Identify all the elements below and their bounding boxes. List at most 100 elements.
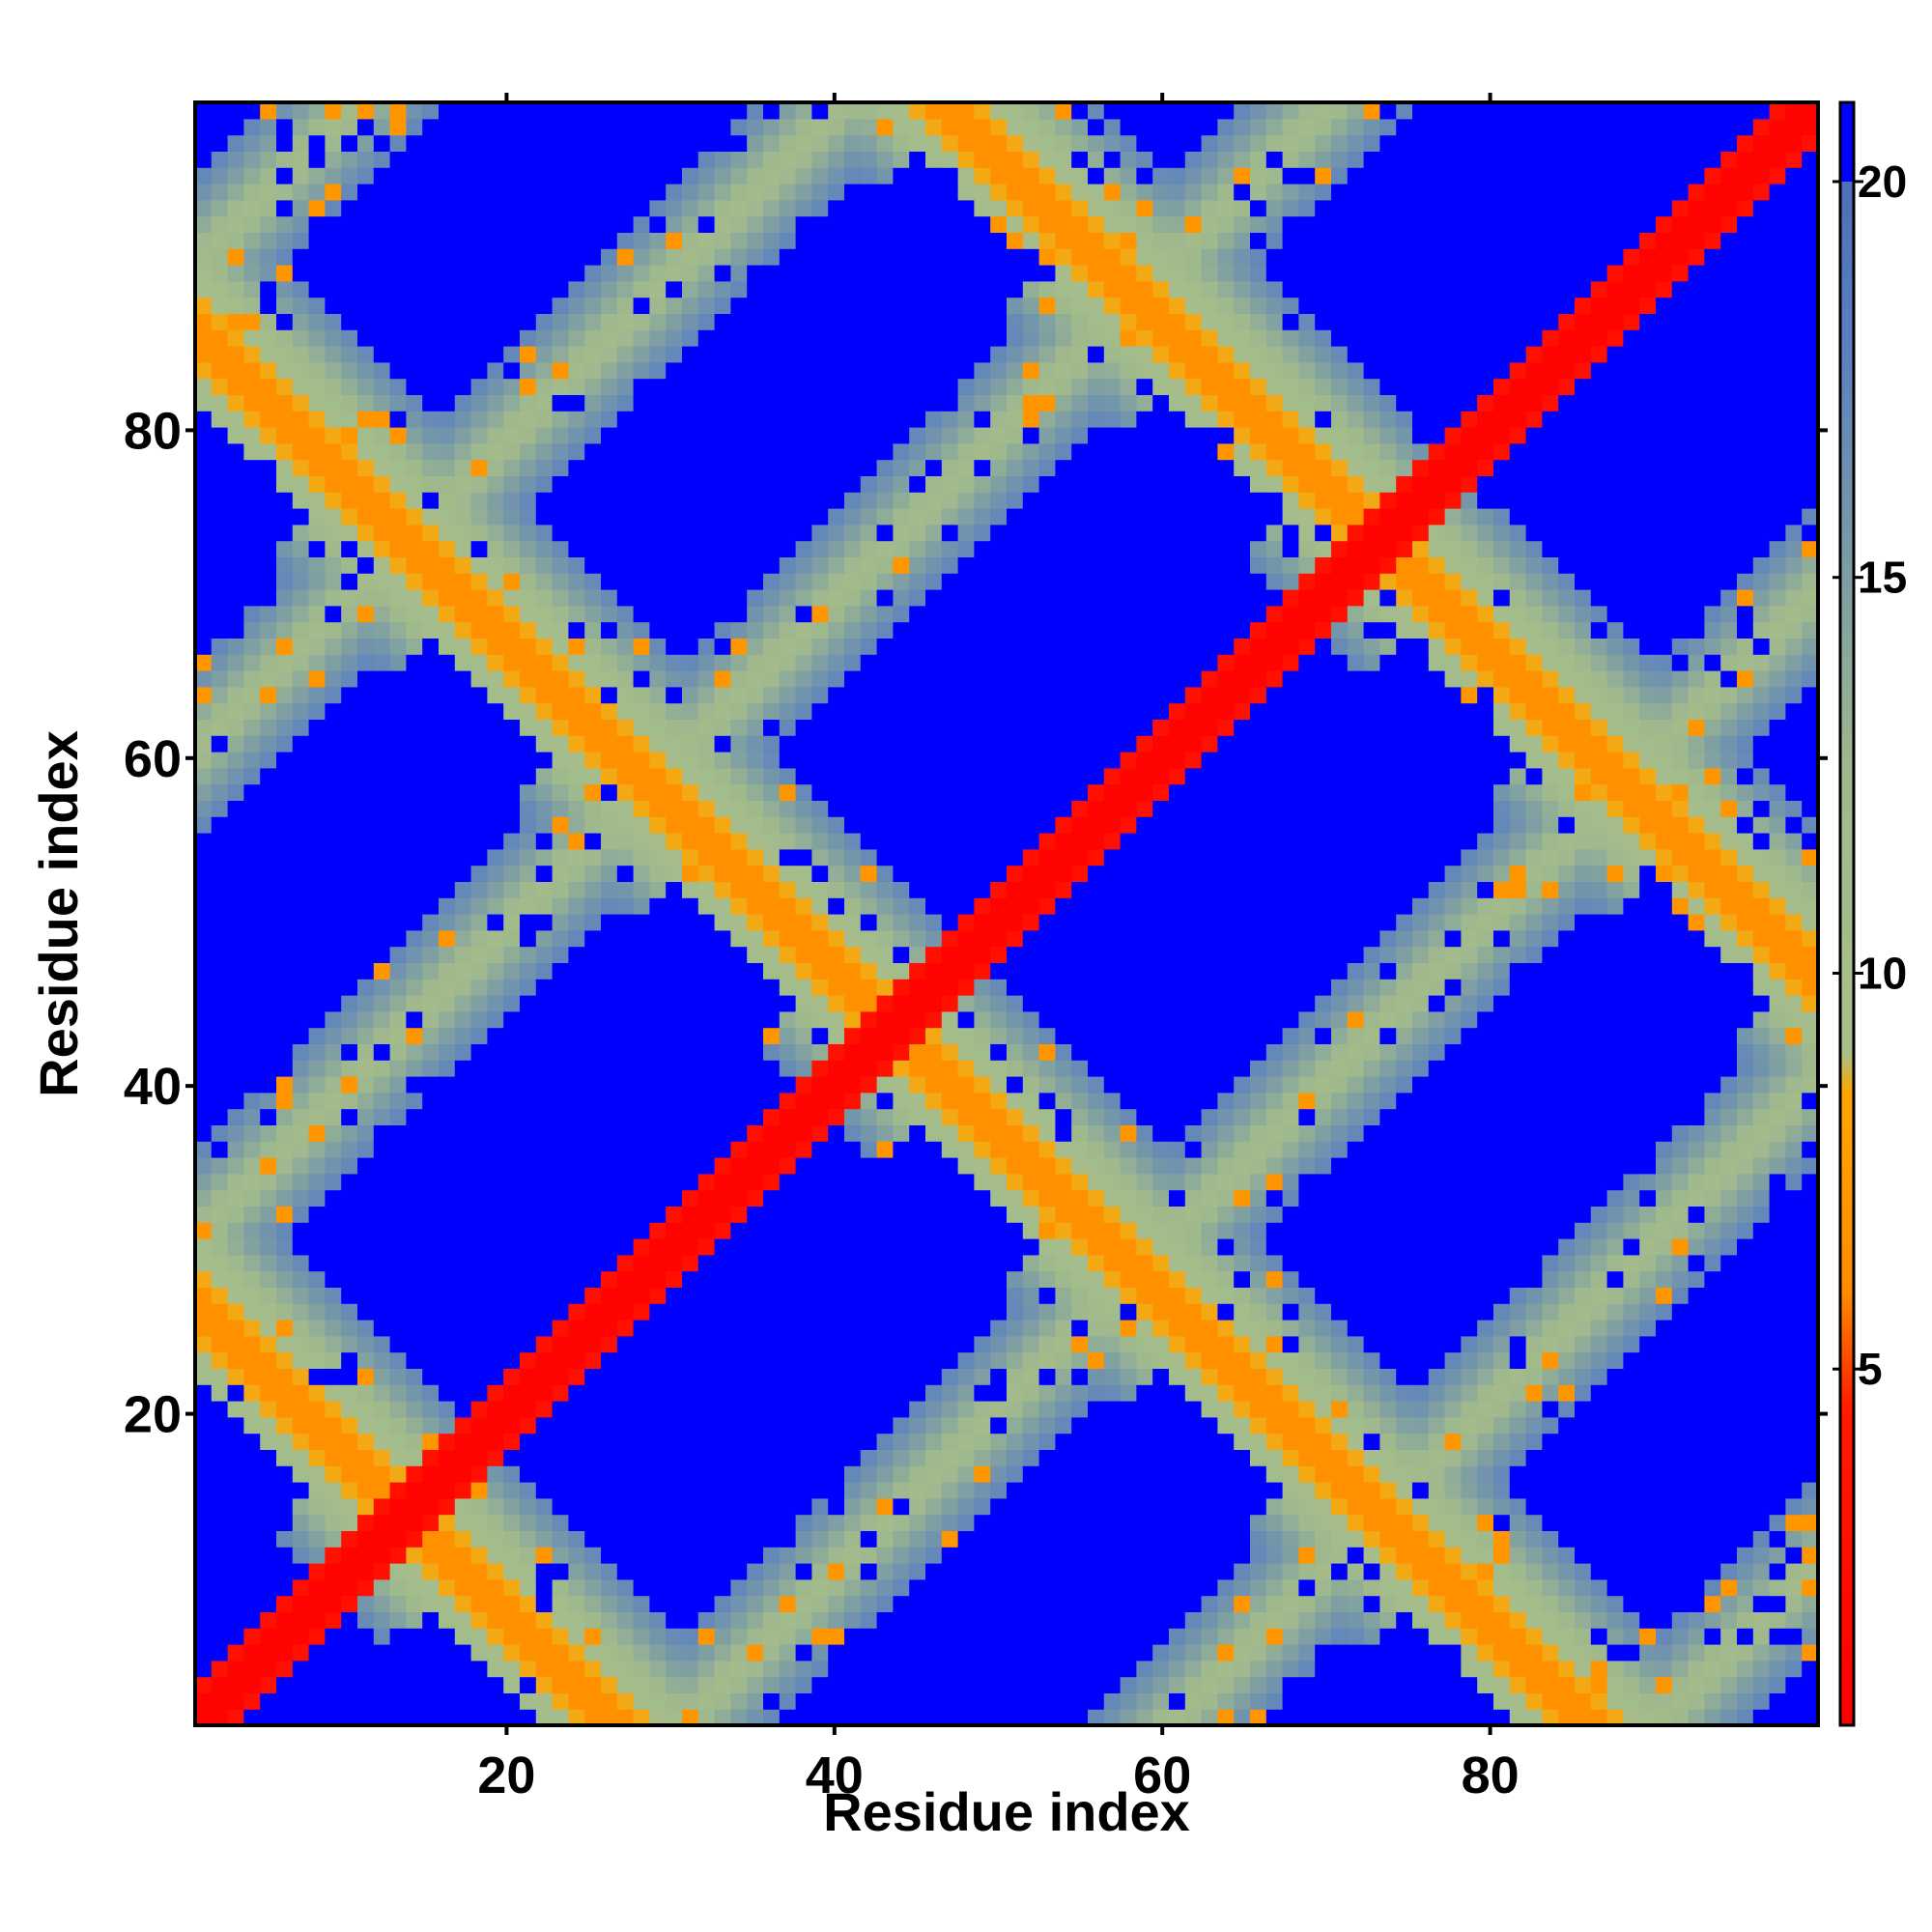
heatmap-cell xyxy=(357,833,375,850)
heatmap-cell xyxy=(373,670,391,688)
heatmap-cell xyxy=(308,492,326,509)
heatmap-cell xyxy=(292,1368,310,1385)
heatmap-cell xyxy=(957,1628,975,1645)
heatmap-cell xyxy=(747,800,764,817)
heatmap-cell xyxy=(373,313,391,330)
heatmap-cell xyxy=(601,1043,618,1061)
heatmap-cell xyxy=(747,1287,764,1304)
heatmap-cell xyxy=(957,1401,975,1418)
heatmap-cell xyxy=(860,1335,878,1353)
heatmap-cell xyxy=(470,1482,488,1499)
heatmap-cell xyxy=(909,1563,926,1580)
heatmap-cell xyxy=(666,1482,683,1499)
heatmap-cell xyxy=(389,752,407,769)
heatmap-cell xyxy=(470,1173,488,1191)
heatmap-cell xyxy=(957,1351,975,1369)
heatmap-cell xyxy=(325,719,342,736)
heatmap-cell xyxy=(795,248,812,266)
heatmap-cell xyxy=(568,1157,585,1175)
heatmap-cell xyxy=(633,1497,650,1516)
heatmap-cell xyxy=(373,1660,391,1678)
heatmap-cell xyxy=(276,1692,294,1710)
heatmap-cell xyxy=(211,914,229,931)
heatmap-cell xyxy=(406,573,423,590)
heatmap-cell xyxy=(925,329,943,347)
heatmap-cell xyxy=(909,297,926,314)
heatmap-cell xyxy=(503,492,521,509)
heatmap-cell xyxy=(649,1401,667,1418)
heatmap-cell xyxy=(649,475,667,493)
heatmap-cell xyxy=(243,702,261,720)
heatmap-cell xyxy=(633,1465,650,1483)
heatmap-cell xyxy=(876,1335,894,1353)
heatmap-cell xyxy=(763,1384,781,1402)
heatmap-cell xyxy=(308,995,326,1012)
heatmap-cell xyxy=(568,508,585,526)
heatmap-cell xyxy=(357,1433,375,1450)
heatmap-cell xyxy=(909,735,926,753)
heatmap-cell xyxy=(520,1238,537,1256)
heatmap-cell xyxy=(520,524,537,542)
heatmap-cell xyxy=(763,1628,781,1645)
heatmap-cell xyxy=(990,638,1008,655)
heatmap-cell xyxy=(844,1709,862,1726)
heatmap-cell xyxy=(470,1060,488,1077)
heatmap-cell xyxy=(520,1206,537,1223)
heatmap-cell xyxy=(925,1401,943,1418)
heatmap-cell xyxy=(860,1092,878,1110)
heatmap-cell xyxy=(649,848,667,867)
heatmap-cell xyxy=(211,524,229,542)
heatmap-cell xyxy=(308,540,326,557)
heatmap-cell xyxy=(828,475,845,493)
heatmap-cell xyxy=(341,1433,358,1450)
heatmap-cell xyxy=(503,378,521,395)
heatmap-cell xyxy=(211,346,229,363)
heatmap-cell xyxy=(552,1547,569,1564)
heatmap-cell xyxy=(763,280,781,298)
heatmap-cell xyxy=(941,1660,959,1678)
heatmap-cell xyxy=(211,719,229,736)
heatmap-cell xyxy=(406,1351,423,1369)
heatmap-cell xyxy=(649,1709,667,1726)
heatmap-cell xyxy=(389,1401,407,1418)
heatmap-cell xyxy=(747,1173,764,1191)
heatmap-cell xyxy=(795,995,812,1012)
heatmap-cell xyxy=(601,735,618,753)
heatmap-cell xyxy=(260,280,277,298)
heatmap-cell xyxy=(406,833,423,850)
heatmap-cell xyxy=(941,1692,959,1710)
heatmap-cell xyxy=(616,1563,635,1580)
heatmap-cell xyxy=(909,151,926,168)
heatmap-cell xyxy=(730,1287,748,1304)
heatmap-cell xyxy=(439,848,456,867)
heatmap-cell xyxy=(470,654,488,671)
heatmap-cell xyxy=(389,686,407,704)
heatmap-cell xyxy=(909,248,926,266)
heatmap-cell xyxy=(649,605,667,623)
heatmap-cell xyxy=(876,1043,894,1061)
heatmap-cell xyxy=(893,621,910,639)
heatmap-cell xyxy=(227,1108,244,1125)
heatmap-cell xyxy=(974,1108,991,1125)
heatmap-cell xyxy=(649,1416,667,1435)
heatmap-cell xyxy=(552,1076,569,1094)
heatmap-cell xyxy=(779,1157,797,1175)
heatmap-cell xyxy=(341,215,358,233)
heatmap-cell xyxy=(341,833,358,850)
heatmap-cell xyxy=(439,1692,456,1710)
heatmap-cell xyxy=(616,1611,635,1629)
heatmap-cell xyxy=(747,573,764,590)
heatmap-cell xyxy=(520,508,537,526)
heatmap-cell xyxy=(470,280,488,298)
heatmap-cell xyxy=(276,1076,294,1094)
heatmap-cell xyxy=(909,1530,926,1548)
heatmap-cell xyxy=(535,1595,554,1612)
heatmap-cell xyxy=(974,1320,991,1337)
heatmap-cell xyxy=(552,1320,569,1337)
heatmap-cell xyxy=(211,1157,229,1175)
heatmap-cell xyxy=(292,767,310,785)
heatmap-cell xyxy=(308,1320,326,1337)
heatmap-cell xyxy=(584,1124,602,1142)
heatmap-cell xyxy=(893,1465,910,1483)
heatmap-cell xyxy=(633,1173,650,1191)
